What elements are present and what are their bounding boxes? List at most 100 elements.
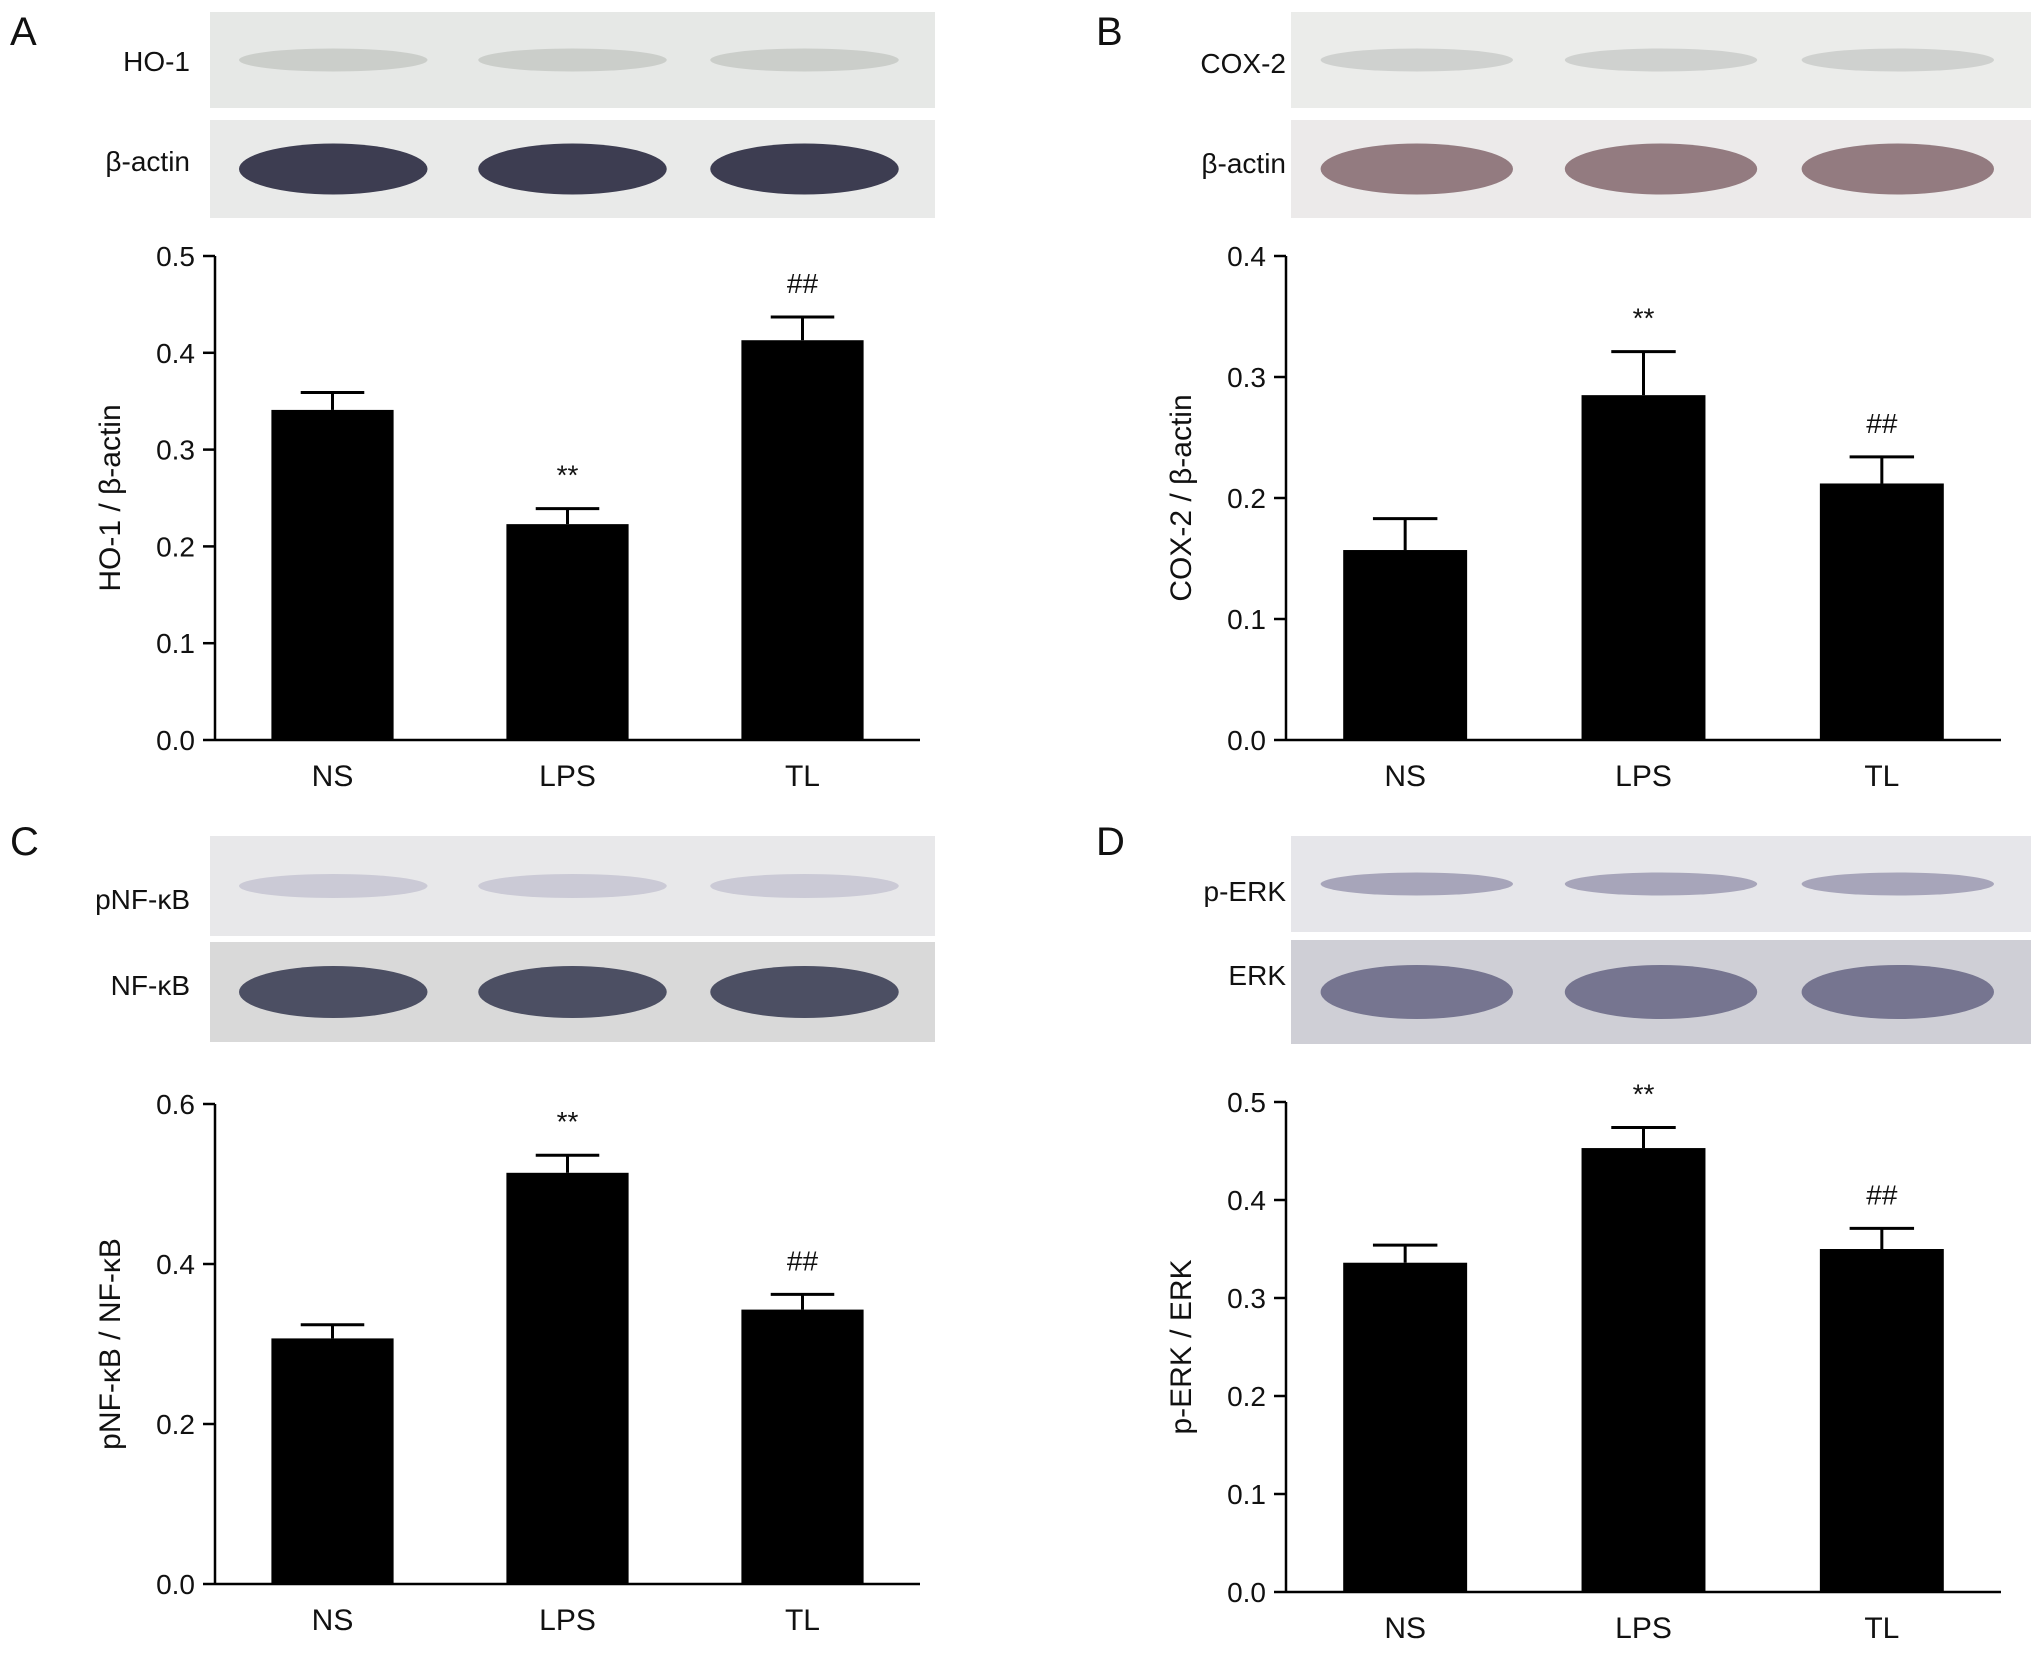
panel-letter: A (10, 10, 37, 54)
y-tick-label: 0.3 (156, 435, 195, 466)
significance-label: ## (1866, 1179, 1898, 1210)
bar (506, 1172, 629, 1584)
blot-band (710, 143, 899, 195)
significance-label: ## (787, 1245, 819, 1276)
blot-top-label: pNF-κB (95, 884, 190, 915)
x-tick-label: NS (1384, 760, 1426, 793)
panel-c: C pNF-κB NF-κB 0.0 0.2 0.4 0.6 pNF-κB / NF-κ… (0, 820, 1016, 1657)
y-tick-label: 0.0 (156, 725, 195, 756)
y-tick-label: 0.2 (1227, 483, 1266, 514)
bar (1581, 1148, 1706, 1592)
bar (741, 1309, 864, 1584)
blot-band (239, 48, 428, 72)
blot-band (1801, 872, 1994, 896)
y-tick-label: 0.5 (156, 241, 195, 272)
blot-bottom-image (210, 942, 935, 1042)
panel-a: A HO-1 β-actin 0.0 0.1 0.2 0.3 0.4 0.5 HO-1 / … (0, 0, 1016, 820)
blot-band (1320, 143, 1513, 195)
blot-band (239, 143, 428, 195)
blot-top (210, 836, 935, 936)
blot-bottom-label: β-actin (1201, 148, 1286, 179)
bar-chart: 0.0 0.1 0.2 0.3 0.4 0.5 HO-1 / β-actin NS ** LPS #… (94, 241, 920, 793)
x-tick-label: NS (1384, 1612, 1426, 1645)
blot-top (1291, 12, 2031, 108)
blot-band (478, 874, 667, 898)
y-tick-label: 0.2 (156, 1409, 195, 1440)
blot-top-image (210, 836, 935, 936)
significance-label: ** (1633, 1078, 1655, 1109)
bar (271, 409, 394, 740)
significance-label: ** (557, 460, 579, 491)
blot-bottom-image (1291, 940, 2031, 1044)
bar (1819, 1249, 1944, 1592)
blot-top-label: HO-1 (123, 46, 190, 77)
x-tick-label: TL (1864, 1612, 1899, 1645)
bar (741, 340, 864, 740)
panel-letter: C (10, 820, 39, 864)
y-tick-label: 0.4 (156, 338, 195, 369)
blot-top (1291, 836, 2031, 932)
blot-top-label: p-ERK (1203, 876, 1286, 907)
blot-band (710, 48, 899, 72)
y-tick-label: 0.4 (1227, 1185, 1266, 1216)
blot-top-image (210, 12, 935, 108)
blot-bottom (1291, 120, 2031, 218)
blot-band (239, 966, 428, 1018)
blot-bottom (1291, 940, 2031, 1044)
bar (1819, 483, 1944, 740)
blot-bottom-label: ERK (1228, 960, 1286, 991)
y-tick-label: 0.0 (156, 1569, 195, 1600)
panel-b: B COX-2 β-actin 0.0 0.1 0.2 0.3 0.4 COX-2 / β… (1016, 0, 2031, 820)
blot-band (1564, 964, 1758, 1020)
bar-chart: 0.0 0.1 0.2 0.3 0.4 0.5 p-ERK / ERK NS ** LPS ## TL (1165, 1078, 2001, 1645)
y-axis-label: pNF-κB / NF-κB (94, 1238, 127, 1450)
bar-chart: 0.0 0.2 0.4 0.6 pNF-κB / NF-κB NS ** LPS ## TL (94, 1089, 920, 1637)
x-tick-label: NS (312, 1604, 354, 1637)
blot-bottom-label: β-actin (105, 146, 190, 177)
blot-band (478, 143, 667, 195)
panel-d: D p-ERK ERK 0.0 0.1 0.2 0.3 0.4 0.5 p-ERK / ER… (1016, 820, 2031, 1657)
bar (1343, 550, 1468, 740)
significance-label: ** (1633, 303, 1655, 334)
y-tick-label: 0.2 (156, 531, 195, 562)
blot-band (1801, 48, 1994, 72)
blot-top-label: COX-2 (1200, 48, 1286, 79)
y-tick-label: 0.0 (1227, 1577, 1266, 1608)
blot-top-image (1291, 836, 2031, 932)
blot-bottom-label: NF-κB (110, 970, 190, 1001)
y-tick-label: 0.6 (156, 1089, 195, 1120)
y-tick-label: 0.2 (1227, 1381, 1266, 1412)
y-tick-label: 0.1 (1227, 1479, 1266, 1510)
panel-letter: B (1096, 10, 1123, 54)
blot-band (478, 966, 667, 1018)
blot-band (1564, 48, 1758, 72)
panel-letter: D (1096, 820, 1125, 864)
y-tick-label: 0.4 (156, 1249, 195, 1280)
blot-band (1320, 872, 1513, 896)
blot-bottom (210, 120, 935, 218)
bar (1343, 1262, 1468, 1592)
blot-band (1801, 964, 1994, 1020)
significance-label: ## (787, 268, 819, 299)
y-tick-label: 0.4 (1227, 241, 1266, 272)
blot-band (1320, 964, 1513, 1020)
significance-label: ** (557, 1106, 579, 1137)
y-tick-label: 0.1 (1227, 604, 1266, 635)
blot-bottom-image (210, 120, 935, 218)
y-axis-label: HO-1 / β-actin (94, 404, 127, 591)
bar (1581, 395, 1706, 740)
y-tick-label: 0.0 (1227, 725, 1266, 756)
blot-band (1564, 872, 1758, 896)
x-tick-label: NS (312, 760, 354, 793)
x-tick-label: TL (1864, 760, 1899, 793)
x-tick-label: LPS (1615, 1612, 1672, 1645)
y-axis-label: p-ERK / ERK (1165, 1259, 1198, 1434)
y-tick-label: 0.3 (1227, 362, 1266, 393)
blot-bottom-image (1291, 120, 2031, 218)
x-tick-label: LPS (1615, 760, 1672, 793)
y-axis-label: COX-2 / β-actin (1165, 394, 1198, 601)
blot-band (239, 874, 428, 898)
blot-top-image (1291, 12, 2031, 108)
blot-band (710, 966, 899, 1018)
blot-top (210, 12, 935, 108)
